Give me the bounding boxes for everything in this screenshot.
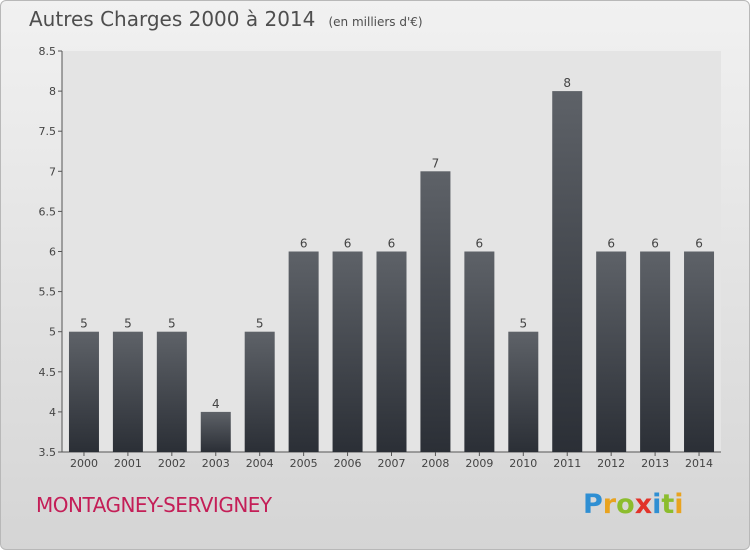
bar-value-label: 6 (476, 237, 484, 251)
y-tick-label: 7.5 (39, 125, 57, 138)
chart-title-row: Autres Charges 2000 à 2014 (en milliers … (29, 7, 423, 31)
bar-value-label: 5 (80, 317, 88, 331)
logo-letter: r (602, 489, 617, 520)
x-tick-label: 2009 (465, 457, 493, 470)
y-tick-label: 4 (49, 406, 56, 419)
y-tick-label: 8 (49, 85, 56, 98)
x-tick-label: 2013 (641, 457, 669, 470)
bar-value-label: 6 (344, 237, 352, 251)
commune-name: MONTAGNEY-SERVIGNEY (36, 493, 272, 517)
x-tick-label: 2002 (158, 457, 186, 470)
y-tick-label: 8.5 (39, 45, 57, 58)
bar-value-label: 7 (432, 156, 440, 170)
bar-value-label: 5 (168, 317, 176, 331)
bar (596, 251, 627, 452)
logo-letter: i (652, 489, 662, 520)
y-tick-label: 5 (49, 326, 56, 339)
x-tick-label: 2001 (114, 457, 142, 470)
chart-title: Autres Charges 2000 à 2014 (29, 7, 316, 31)
x-tick-label: 2012 (597, 457, 625, 470)
bar (200, 411, 231, 452)
bar (684, 251, 715, 452)
bar-value-label: 6 (695, 237, 703, 251)
bar (332, 251, 363, 452)
x-tick-label: 2006 (334, 457, 362, 470)
x-tick-label: 2014 (685, 457, 713, 470)
y-tick-label: 6 (49, 246, 56, 259)
bar (640, 251, 671, 452)
x-tick-label: 2004 (246, 457, 274, 470)
y-tick-label: 7 (49, 165, 56, 178)
proxiti-logo: Proxiti (583, 489, 684, 520)
bar-value-label: 5 (256, 317, 264, 331)
bar-value-label: 6 (651, 237, 659, 251)
x-tick-label: 2011 (553, 457, 581, 470)
bar-value-label: 6 (607, 237, 615, 251)
x-tick-label: 2008 (421, 457, 449, 470)
y-tick-label: 6.5 (39, 205, 57, 218)
bar (156, 331, 187, 452)
logo-letter: x (634, 489, 653, 520)
bar (420, 171, 451, 453)
bar (68, 331, 99, 452)
bar-value-label: 5 (124, 317, 132, 331)
y-tick-label: 3.5 (39, 446, 57, 459)
bar (376, 251, 407, 452)
x-tick-label: 2000 (70, 457, 98, 470)
x-tick-label: 2010 (509, 457, 537, 470)
y-tick-label: 4.5 (39, 366, 57, 379)
bar (508, 331, 539, 452)
y-tick-label: 5.5 (39, 286, 57, 299)
logo-letter: P (583, 489, 603, 520)
chart-subtitle: (en milliers d'€) (328, 15, 423, 29)
logo-letter: i (674, 489, 684, 520)
bar-value-label: 6 (300, 237, 308, 251)
bar (244, 331, 275, 452)
bar (552, 91, 583, 452)
bar (464, 251, 495, 452)
bar (112, 331, 143, 452)
bar-value-label: 4 (212, 397, 220, 411)
logo-letter: o (616, 489, 635, 520)
bar (288, 251, 319, 452)
bar-value-label: 8 (563, 76, 571, 90)
logo-letter: t (661, 489, 675, 520)
x-tick-label: 2007 (378, 457, 406, 470)
bar-value-label: 6 (388, 237, 396, 251)
x-tick-label: 2003 (202, 457, 230, 470)
x-tick-label: 2005 (290, 457, 318, 470)
bar-value-label: 5 (519, 317, 527, 331)
